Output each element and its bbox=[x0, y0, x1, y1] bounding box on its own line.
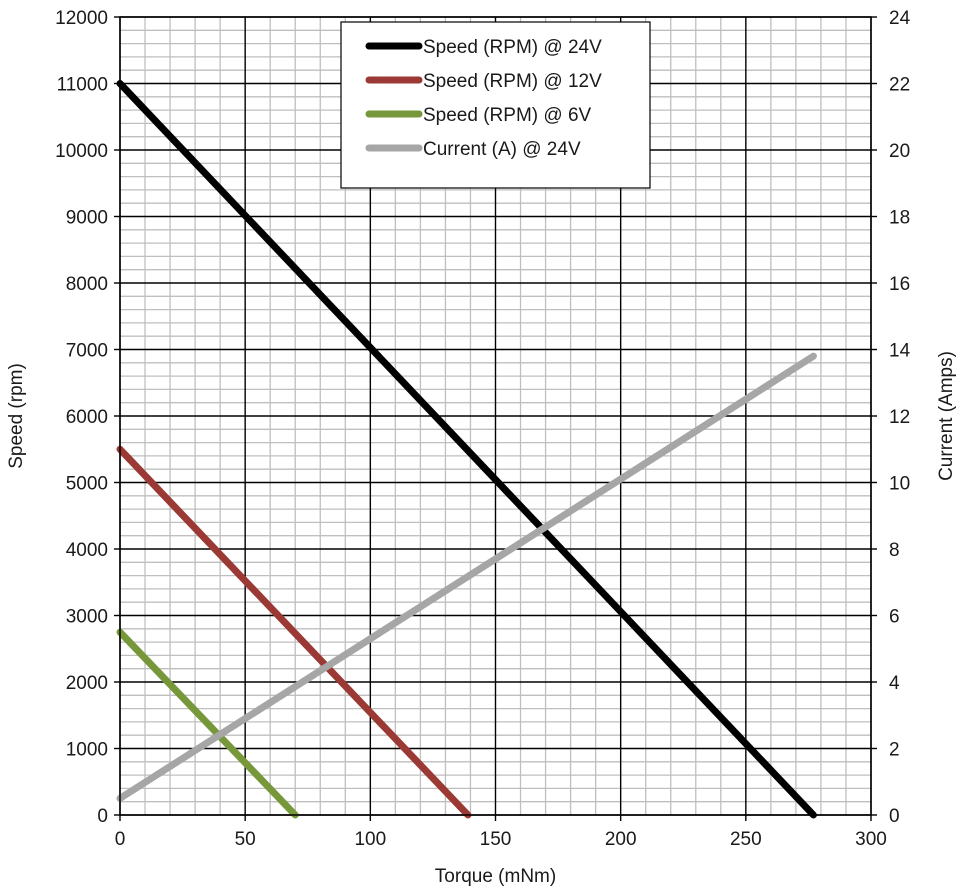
series-line-3 bbox=[116, 628, 299, 819]
x-tick-label: 0 bbox=[115, 829, 126, 850]
x-tick-label: 300 bbox=[855, 829, 887, 850]
y-tick-label: 8000 bbox=[66, 274, 108, 295]
series-line-2 bbox=[116, 445, 472, 819]
y2-tick-label: 24 bbox=[889, 8, 911, 29]
y-tick-label: 3000 bbox=[66, 607, 108, 628]
x-tick-label: 50 bbox=[235, 829, 256, 850]
y2-tick-label: 6 bbox=[889, 607, 900, 628]
y-tick-label: 11000 bbox=[57, 75, 108, 96]
y2-axis-label: Current (Amps) bbox=[936, 351, 957, 481]
y-tick-label: 5000 bbox=[66, 474, 108, 495]
y-tick-label: 7000 bbox=[66, 341, 108, 362]
x-tick-label: 250 bbox=[730, 829, 762, 850]
y2-tick-label: 4 bbox=[889, 673, 900, 694]
legend-label-2: Speed (RPM) @ 12V bbox=[423, 71, 602, 92]
y2-tick-label: 18 bbox=[889, 208, 910, 229]
y2-tick-label: 12 bbox=[889, 407, 910, 428]
legend-label-1: Speed (RPM) @ 24V bbox=[423, 37, 602, 58]
y2-tick-label: 22 bbox=[889, 75, 910, 96]
legend: Speed (RPM) @ 24V Speed (RPM) @ 12V Speed … bbox=[340, 21, 651, 189]
y2-tick-label: 20 bbox=[889, 141, 910, 162]
legend-box bbox=[340, 21, 651, 189]
y2-tick-label: 10 bbox=[889, 474, 910, 495]
x-tick-label: 150 bbox=[480, 829, 512, 850]
legend-label-4: Current (A) @ 24V bbox=[423, 139, 581, 160]
x-tick-label: 100 bbox=[354, 829, 386, 850]
series-layer bbox=[116, 80, 817, 819]
y2-tick-label: 14 bbox=[889, 341, 911, 362]
x-axis-label: Torque (mNm) bbox=[435, 866, 556, 887]
y2-tick-label: 2 bbox=[889, 740, 900, 761]
legend-label-3: Speed (RPM) @ 6V bbox=[423, 105, 592, 126]
series-line-4 bbox=[116, 352, 817, 802]
y-tick-label: 2000 bbox=[66, 673, 108, 694]
y-tick-label: 9000 bbox=[66, 208, 108, 229]
ticks-layer: 0 50 100 150 200 250 3000100020003000400050006… bbox=[55, 8, 910, 850]
x-tick-label: 200 bbox=[605, 829, 637, 850]
y-tick-label: 6000 bbox=[66, 407, 108, 428]
y-tick-label: 4000 bbox=[66, 540, 108, 561]
y2-tick-label: 8 bbox=[889, 540, 900, 561]
y-tick-label: 0 bbox=[97, 806, 108, 827]
y-axis-label: Speed (rpm) bbox=[6, 363, 27, 469]
y-tick-label: 12000 bbox=[55, 8, 108, 29]
y2-tick-label: 16 bbox=[889, 274, 910, 295]
y2-tick-label: 0 bbox=[889, 806, 900, 827]
y-tick-label: 10000 bbox=[55, 141, 108, 162]
y-tick-label: 1000 bbox=[66, 740, 108, 761]
series-line-1 bbox=[116, 80, 817, 819]
